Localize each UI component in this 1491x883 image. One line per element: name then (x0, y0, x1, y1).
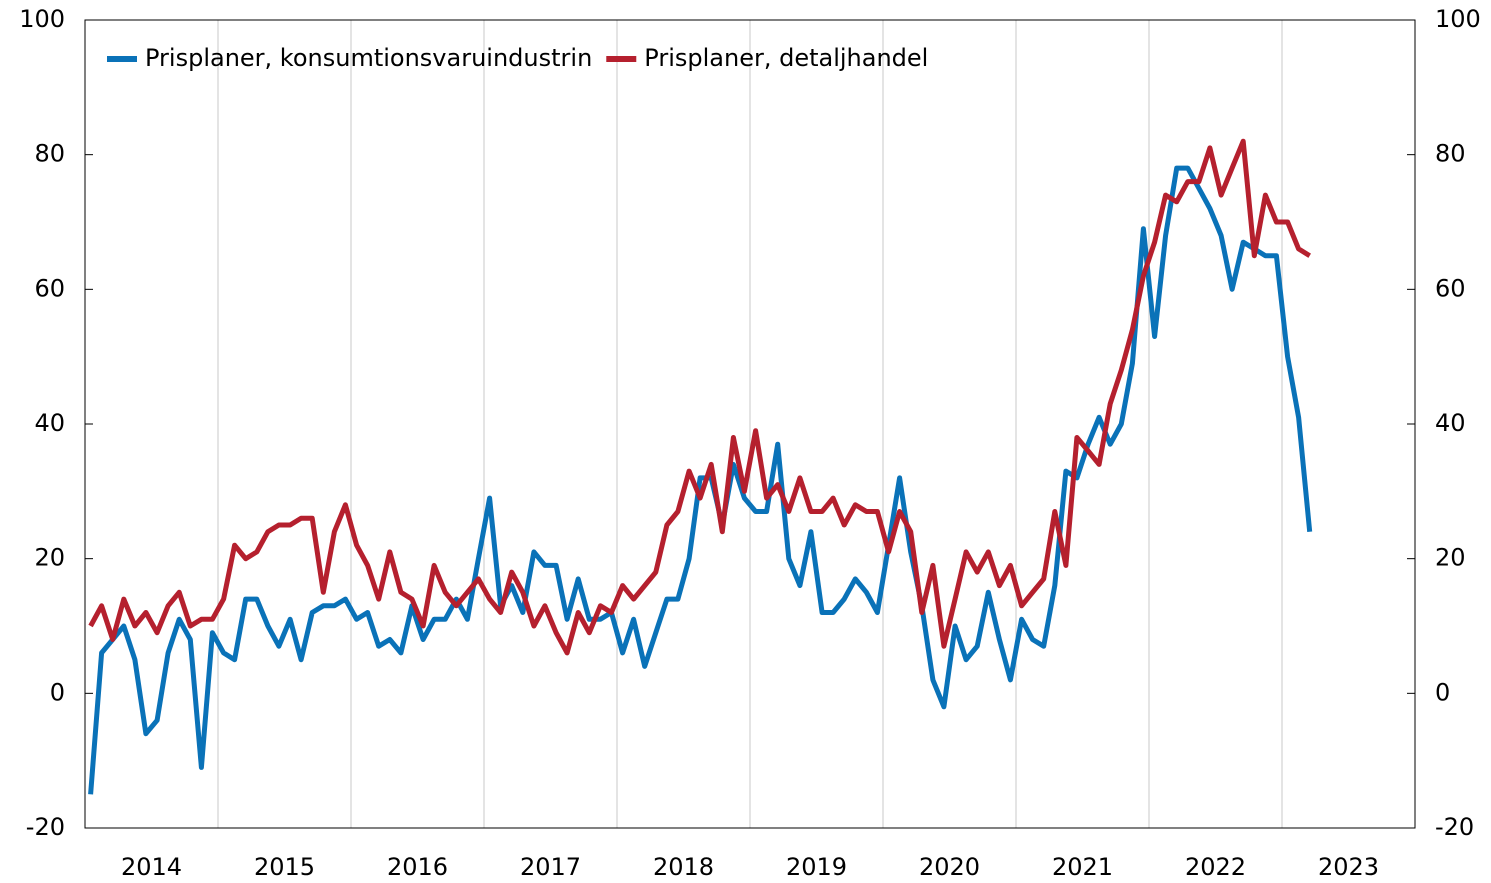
y-tick-label: 60 (34, 274, 65, 302)
series-line (88, 138, 1312, 656)
x-tick-label: 2015 (254, 853, 315, 881)
x-tick-label: 2019 (786, 853, 847, 881)
y-tick-label: 100 (19, 5, 65, 33)
x-tick-label: 2021 (1052, 853, 1113, 881)
y-tick-label: 0 (50, 678, 65, 706)
y2-tick-label: 40 (1435, 409, 1466, 437)
series-line (88, 165, 1313, 795)
y-tick-label: -20 (26, 813, 65, 841)
y-tick-label: 80 (34, 140, 65, 168)
x-tick-label: 2022 (1185, 853, 1246, 881)
y2-tick-label: 0 (1435, 678, 1450, 706)
x-tick-label: 2023 (1318, 853, 1379, 881)
x-tick-label: 2018 (653, 853, 714, 881)
x-tick-label: 2017 (520, 853, 581, 881)
y2-tick-label: 20 (1435, 544, 1466, 572)
y2-tick-label: 60 (1435, 274, 1466, 302)
x-tick-label: 2020 (919, 853, 980, 881)
legend-label: Prisplaner, detaljhandel (644, 44, 928, 72)
x-tick-label: 2016 (387, 853, 448, 881)
y2-tick-label: 80 (1435, 140, 1466, 168)
y2-tick-label: 100 (1435, 5, 1481, 33)
x-tick-label: 2014 (121, 853, 182, 881)
y2-tick-label: -20 (1435, 813, 1474, 841)
y-tick-label: 20 (34, 544, 65, 572)
legend-label: Prisplaner, konsumtionsvaruindustrin (145, 44, 592, 72)
y-tick-label: 40 (34, 409, 65, 437)
